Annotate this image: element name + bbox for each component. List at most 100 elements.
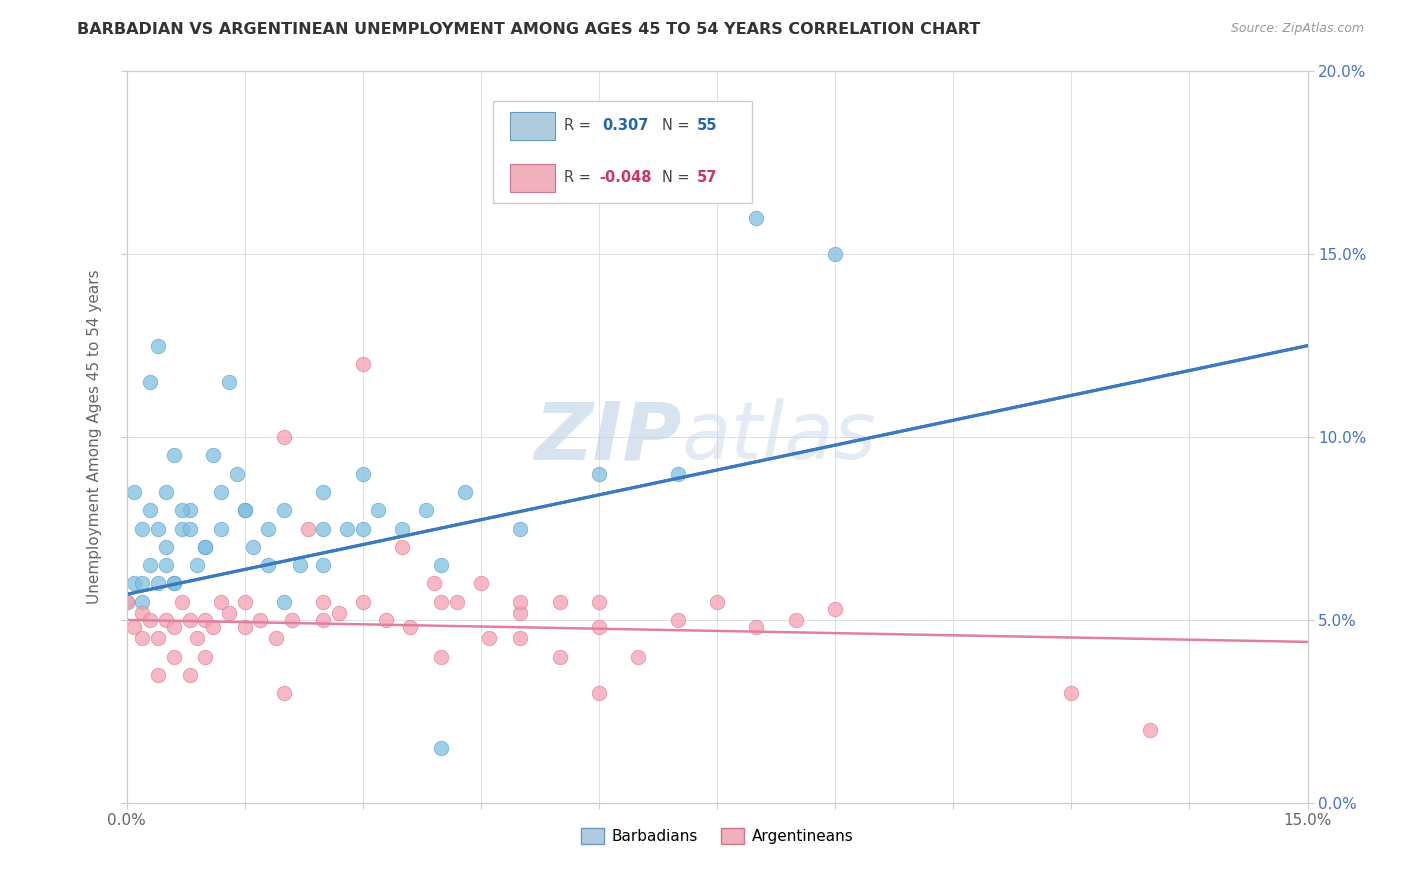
Point [430,649,453,664]
Point [131,606,153,620]
Point [352,357,374,371]
Point [273,430,295,444]
Point [115,594,138,608]
Point [745,620,768,634]
Point [146,521,169,535]
Point [155,558,177,573]
Point [155,485,177,500]
Point [124,620,146,634]
Point [509,521,531,535]
Point [139,503,162,517]
Point [179,613,201,627]
Text: 55: 55 [697,118,717,133]
Point [627,649,650,664]
Point [509,594,531,608]
Point [257,521,280,535]
Point [745,211,768,225]
Text: 57: 57 [697,170,717,186]
Point [312,485,335,500]
Point [824,247,846,261]
Point [336,521,359,535]
Point [509,606,531,620]
Point [179,521,201,535]
Point [470,576,492,591]
Point [124,576,146,591]
Point [478,632,501,646]
Point [666,467,689,481]
Point [186,558,208,573]
Point [666,613,689,627]
Point [155,540,177,554]
Point [194,613,217,627]
Point [588,594,610,608]
Point [163,620,186,634]
Point [312,521,335,535]
Point [131,594,153,608]
Point [422,576,444,591]
Point [146,576,169,591]
Legend: Barbadians, Argentineans: Barbadians, Argentineans [575,822,859,850]
Text: N =: N = [662,170,689,186]
Point [415,503,437,517]
Point [242,540,264,554]
Point [225,467,247,481]
Point [194,649,217,664]
Point [273,686,295,700]
Point [115,594,138,608]
Text: N =: N = [662,118,689,133]
Point [155,613,177,627]
Point [430,740,453,755]
Bar [510,164,555,192]
Point [391,540,413,554]
Point [257,558,280,573]
Point [588,686,610,700]
Point [163,448,186,462]
Point [375,613,398,627]
Point [139,558,162,573]
Point [202,620,225,634]
Y-axis label: Unemployment Among Ages 45 to 54 years: Unemployment Among Ages 45 to 54 years [87,269,103,605]
Point [146,667,169,681]
Point [139,375,162,389]
Point [273,594,295,608]
Point [430,558,453,573]
Point [352,594,374,608]
Text: 0.307: 0.307 [603,118,650,133]
Point [163,649,186,664]
Point [281,613,304,627]
Text: R =: R = [564,118,591,133]
Point [179,667,201,681]
Point [202,448,225,462]
Bar [510,112,555,139]
Point [548,594,571,608]
Point [209,594,232,608]
Point [391,521,413,535]
Point [233,503,256,517]
Text: R =: R = [564,170,591,186]
Point [124,485,146,500]
Point [399,620,422,634]
Point [288,558,311,573]
Text: ZIP: ZIP [534,398,682,476]
Point [218,606,240,620]
Text: -0.048: -0.048 [599,170,651,186]
Point [312,558,335,573]
Point [170,594,193,608]
Point [233,503,256,517]
Point [194,540,217,554]
Point [233,620,256,634]
Point [273,503,295,517]
Point [131,576,153,591]
Point [1139,723,1161,737]
Point [548,649,571,664]
Point [194,540,217,554]
Point [139,613,162,627]
Point [430,594,453,608]
Point [328,606,350,620]
Point [209,521,232,535]
Point [352,467,374,481]
Point [352,521,374,535]
Point [233,594,256,608]
Point [131,632,153,646]
FancyBboxPatch shape [492,101,752,203]
